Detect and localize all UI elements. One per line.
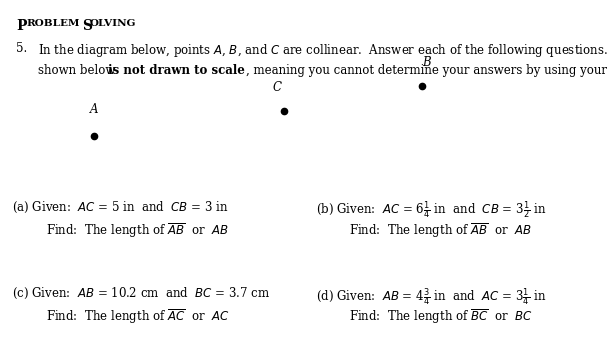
Text: In the diagram below, points $A$, $B$, and $C$ are collinear.  Answer each of th: In the diagram below, points $A$, $B$, a… — [38, 42, 607, 59]
Text: Find:  The length of $\overline{AC}$  or  $AC$: Find: The length of $\overline{AC}$ or $… — [46, 307, 229, 326]
Text: is not drawn to scale: is not drawn to scale — [108, 64, 245, 77]
Text: (c) Given:  $AB$ = 10.2 cm  and  $BC$ = 3.7 cm: (c) Given: $AB$ = 10.2 cm and $BC$ = 3.7… — [12, 286, 271, 301]
Text: P: P — [16, 19, 27, 34]
Text: S: S — [82, 19, 92, 34]
Text: Find:  The length of $\overline{BC}$  or  $BC$: Find: The length of $\overline{BC}$ or $… — [349, 307, 533, 326]
Text: Find:  The length of $\overline{AB}$  or  $AB$: Find: The length of $\overline{AB}$ or $… — [46, 221, 228, 240]
Text: A: A — [90, 103, 98, 116]
Text: shown below: shown below — [38, 64, 120, 77]
Text: B: B — [422, 56, 431, 69]
Text: OLVING: OLVING — [90, 19, 137, 28]
Text: (d) Given:  $AB$ = 4$\frac{3}{4}$ in  and  $AC$ = 3$\frac{1}{4}$ in: (d) Given: $AB$ = 4$\frac{3}{4}$ in and … — [316, 286, 546, 307]
Text: , meaning you cannot determine your answers by using your ruler.: , meaning you cannot determine your answ… — [246, 64, 607, 77]
Text: (b) Given:  $AC$ = 6$\frac{1}{4}$ in  and  $CB$ = 3$\frac{1}{2}$ in: (b) Given: $AC$ = 6$\frac{1}{4}$ in and … — [316, 199, 546, 221]
Text: C: C — [273, 80, 281, 94]
Text: ROBLEM: ROBLEM — [27, 19, 80, 28]
Text: (a) Given:  $AC$ = 5 in  and  $CB$ = 3 in: (a) Given: $AC$ = 5 in and $CB$ = 3 in — [12, 199, 229, 215]
Text: 5.: 5. — [16, 42, 28, 55]
Text: Find:  The length of $\overline{AB}$  or  $AB$: Find: The length of $\overline{AB}$ or $… — [349, 221, 532, 240]
